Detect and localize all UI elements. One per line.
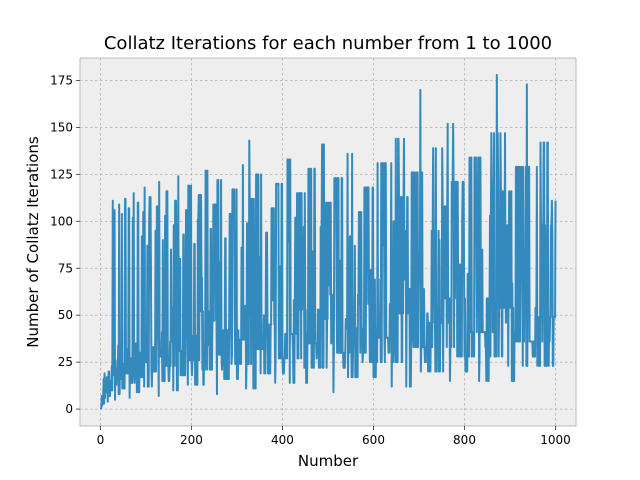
y-tick-label: 175	[50, 74, 73, 88]
x-ticks: 0 200 400 600 800 1000	[97, 426, 571, 447]
x-tick-label: 600	[362, 433, 385, 447]
y-tick-label: 100	[50, 214, 73, 228]
x-tick-label: 0	[97, 433, 105, 447]
y-tick-label: 75	[58, 261, 73, 275]
y-ticks: 0 25 50 75 100 125 150 175	[50, 74, 80, 416]
plot-frame	[79, 57, 577, 427]
y-tick-label: 25	[58, 355, 73, 369]
chart-title: Collatz Iterations for each number from …	[104, 33, 552, 54]
y-tick-label: 0	[65, 402, 73, 416]
y-tick-label: 125	[50, 167, 73, 181]
series-group	[99, 73, 557, 410]
x-tick-label: 800	[453, 433, 476, 447]
y-tick-label: 50	[58, 308, 73, 322]
series-line	[99, 73, 557, 410]
x-tick-label: 1000	[540, 433, 571, 447]
y-tick-label: 150	[50, 120, 73, 134]
x-tick-label: 400	[271, 433, 294, 447]
y-axis-label: Number of Collatz Iterations	[24, 136, 42, 348]
x-tick-label: 200	[180, 433, 203, 447]
x-axis-label: Number	[298, 452, 359, 470]
